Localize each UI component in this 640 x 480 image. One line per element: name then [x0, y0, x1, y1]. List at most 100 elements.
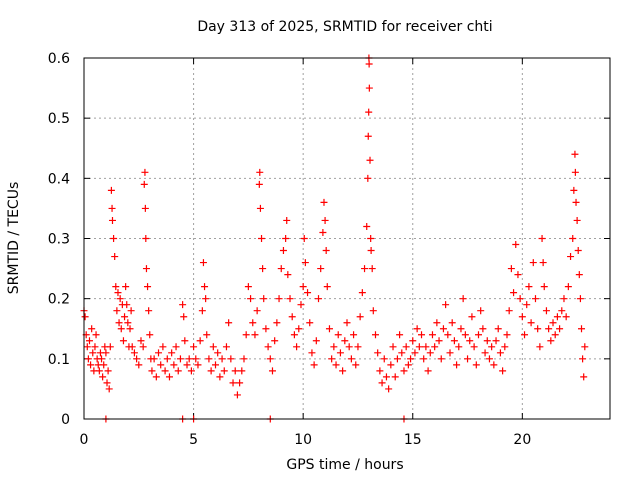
data-point	[483, 337, 491, 345]
data-point	[332, 361, 340, 369]
data-point	[286, 295, 294, 303]
data-point	[518, 313, 526, 321]
data-point	[103, 379, 111, 387]
data-point	[455, 343, 463, 351]
data-point	[393, 355, 401, 363]
data-point	[128, 343, 136, 351]
data-point	[301, 259, 309, 267]
data-point	[570, 186, 578, 194]
data-point	[113, 307, 121, 315]
data-point	[163, 355, 171, 363]
data-point	[321, 216, 329, 224]
data-point	[516, 295, 524, 303]
data-point	[240, 355, 248, 363]
data-point	[354, 343, 362, 351]
data-point	[336, 349, 344, 357]
data-point	[99, 373, 107, 381]
data-point	[229, 379, 237, 387]
data-point	[141, 204, 149, 212]
data-point	[176, 355, 184, 363]
data-point	[271, 337, 279, 345]
data-point	[198, 307, 206, 315]
data-point	[369, 307, 377, 315]
data-point	[220, 367, 228, 375]
data-point	[448, 319, 456, 327]
data-point	[387, 361, 395, 369]
data-point	[512, 241, 520, 249]
data-point	[111, 253, 119, 261]
y-tick-label: 0.1	[48, 352, 70, 368]
data-point	[571, 150, 579, 158]
data-point	[521, 331, 529, 339]
y-tick-label: 0.4	[48, 171, 70, 187]
data-point	[317, 265, 325, 273]
data-point	[389, 343, 397, 351]
data-point	[256, 204, 264, 212]
data-point	[108, 204, 116, 212]
data-point	[542, 307, 550, 315]
data-point	[227, 355, 235, 363]
data-point	[84, 355, 92, 363]
data-point	[560, 295, 568, 303]
data-point	[402, 343, 410, 351]
plot-frame	[83, 57, 611, 420]
data-point	[507, 265, 515, 273]
data-point	[165, 373, 173, 381]
data-point	[479, 325, 487, 333]
data-point	[378, 379, 386, 387]
data-point	[367, 247, 375, 255]
data-point	[107, 186, 115, 194]
data-point	[116, 295, 124, 303]
data-point	[92, 331, 100, 339]
data-point	[233, 391, 241, 399]
data-point	[435, 337, 443, 345]
data-point	[365, 84, 373, 92]
data-point	[323, 283, 331, 291]
data-point	[282, 235, 290, 242]
data-point	[556, 325, 564, 333]
data-point	[268, 367, 276, 375]
data-point	[123, 301, 131, 309]
data-point	[411, 349, 419, 357]
data-point	[492, 337, 500, 345]
data-point	[238, 367, 246, 375]
data-point	[453, 361, 461, 369]
data-point	[236, 379, 244, 387]
data-point	[418, 331, 426, 339]
data-point	[255, 180, 263, 188]
data-point	[266, 355, 274, 363]
data-point	[496, 349, 504, 357]
data-point	[104, 367, 112, 375]
data-point	[105, 385, 113, 393]
data-point	[472, 361, 480, 369]
data-point	[262, 325, 270, 333]
data-point	[578, 325, 586, 333]
data-point	[114, 289, 122, 297]
data-point	[199, 259, 207, 267]
data-point	[231, 367, 239, 375]
data-point	[382, 373, 390, 381]
data-point	[529, 259, 537, 267]
data-point	[150, 355, 158, 363]
data-point	[112, 283, 120, 291]
data-point	[190, 343, 198, 351]
data-point	[320, 198, 328, 206]
data-point	[258, 235, 266, 242]
data-point	[242, 331, 250, 339]
data-point	[119, 337, 127, 345]
data-point	[83, 343, 91, 351]
data-point	[85, 337, 93, 345]
data-point	[571, 168, 579, 176]
data-point	[534, 325, 542, 333]
data-point	[260, 295, 268, 303]
data-point	[549, 319, 557, 327]
data-point	[420, 355, 428, 363]
data-point	[100, 361, 108, 369]
data-point	[466, 337, 474, 345]
data-point	[207, 367, 215, 375]
x-axis-label: GPS time / hours	[286, 457, 403, 473]
data-point	[181, 337, 189, 345]
data-point	[368, 265, 376, 273]
data-point	[244, 283, 252, 291]
data-point	[124, 319, 132, 327]
